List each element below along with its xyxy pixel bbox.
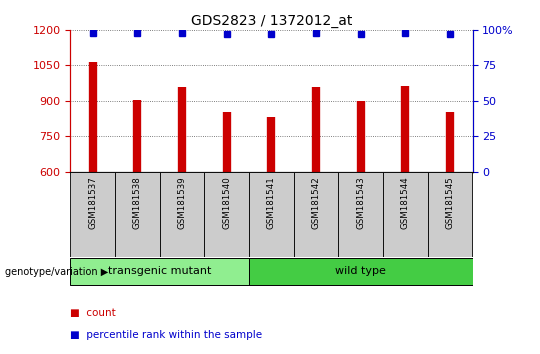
Text: ■  count: ■ count <box>70 308 116 318</box>
Bar <box>249 172 294 257</box>
Bar <box>160 172 204 257</box>
Bar <box>294 172 339 257</box>
Text: GSM181544: GSM181544 <box>401 176 410 229</box>
Title: GDS2823 / 1372012_at: GDS2823 / 1372012_at <box>191 14 352 28</box>
Text: GSM181542: GSM181542 <box>312 176 321 229</box>
Bar <box>383 172 428 257</box>
Bar <box>70 172 115 257</box>
Text: genotype/variation ▶: genotype/variation ▶ <box>5 267 109 277</box>
Text: GSM181543: GSM181543 <box>356 176 365 229</box>
Bar <box>70 258 249 285</box>
Text: GSM181537: GSM181537 <box>88 176 97 229</box>
Bar <box>204 172 249 257</box>
Text: GSM181538: GSM181538 <box>133 176 141 229</box>
Text: GSM181545: GSM181545 <box>446 176 455 229</box>
Text: transgenic mutant: transgenic mutant <box>108 266 211 276</box>
Bar <box>115 172 160 257</box>
Text: wild type: wild type <box>335 266 386 276</box>
Text: ■  percentile rank within the sample: ■ percentile rank within the sample <box>70 330 262 339</box>
Text: GSM181540: GSM181540 <box>222 176 231 229</box>
Bar <box>339 172 383 257</box>
Bar <box>428 172 472 257</box>
Text: GSM181541: GSM181541 <box>267 176 276 229</box>
Bar <box>249 258 472 285</box>
Text: GSM181539: GSM181539 <box>178 176 186 229</box>
